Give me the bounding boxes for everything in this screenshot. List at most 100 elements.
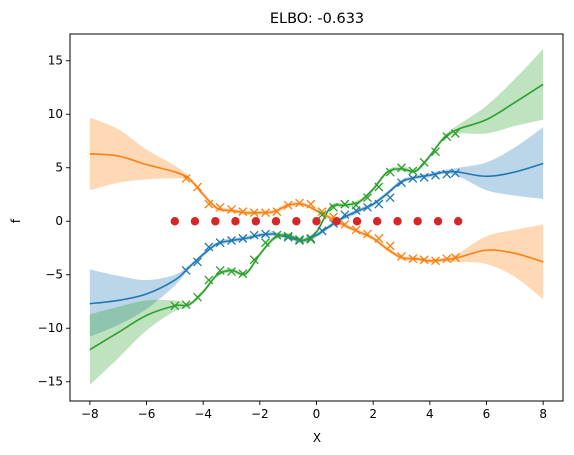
observation-green — [340, 199, 350, 209]
observation-orange — [351, 225, 361, 235]
observation-orange — [408, 254, 418, 264]
observation-green — [317, 210, 327, 220]
observation-orange — [249, 208, 259, 218]
observation-green — [385, 167, 395, 177]
observation-orange — [295, 198, 304, 208]
observation-green — [442, 132, 452, 142]
x-tick-label: −4 — [194, 407, 212, 421]
observation-green — [306, 234, 316, 244]
inducing-points — [170, 217, 463, 226]
observation-blue — [283, 232, 293, 242]
observation-green — [170, 301, 180, 311]
observation-blue — [408, 173, 418, 183]
inducing-point — [352, 217, 362, 226]
confidence-bands — [89, 48, 544, 385]
y-tick-label: 10 — [48, 107, 63, 121]
observation-green — [227, 267, 236, 276]
mean-lines — [89, 83, 544, 351]
observation-blue — [397, 178, 406, 188]
inducing-point — [332, 217, 341, 226]
band-blue — [89, 127, 544, 337]
observation-green — [363, 193, 372, 203]
observation-orange — [450, 253, 460, 263]
observation-blue — [442, 169, 452, 179]
inducing-point — [231, 217, 240, 226]
y-tick-label: 0 — [55, 214, 63, 228]
observation-green — [397, 163, 406, 173]
observation-orange — [181, 173, 191, 183]
observation-blue — [306, 233, 316, 243]
observation-green — [408, 166, 418, 176]
observation-orange — [340, 219, 350, 229]
observation-blue — [181, 266, 191, 275]
x-axis: −8 −6 −4 −2 0 2 4 6 8 — [81, 401, 547, 421]
observation-blue — [450, 168, 460, 178]
inducing-point — [413, 217, 422, 226]
x-tick-label: 0 — [313, 407, 321, 421]
observation-orange — [261, 208, 270, 218]
observation-green — [351, 200, 361, 210]
observation-blue — [431, 170, 440, 180]
observation-markers — [170, 129, 460, 311]
observation-green — [215, 266, 225, 275]
observation-blue — [385, 193, 395, 203]
observation-green — [283, 231, 293, 241]
observation-orange — [431, 256, 440, 266]
observation-orange — [238, 207, 248, 217]
inducing-point — [251, 217, 261, 226]
observation-orange — [317, 207, 327, 217]
observation-orange — [397, 252, 406, 262]
inducing-point — [372, 217, 382, 226]
observation-orange — [193, 182, 202, 192]
y-axis: −15 −10 −5 0 5 10 15 — [38, 54, 70, 389]
observation-blue — [204, 242, 214, 252]
mean-line-green — [89, 83, 544, 351]
observation-orange — [374, 233, 384, 243]
x-tick-label: 4 — [426, 407, 434, 421]
observation-orange — [204, 199, 214, 209]
x-tick-label: −6 — [138, 407, 156, 421]
x-axis-label: X — [313, 431, 321, 445]
observation-green — [374, 182, 384, 192]
observation-green — [329, 202, 338, 212]
y-tick-label: −5 — [45, 268, 63, 282]
inducing-point — [190, 217, 200, 226]
observation-orange — [442, 254, 452, 264]
y-tick-label: 5 — [55, 161, 63, 175]
observation-blue — [295, 236, 304, 245]
inducing-point — [393, 217, 402, 226]
inducing-point — [211, 217, 220, 226]
inducing-point — [433, 217, 443, 226]
observation-green — [419, 157, 429, 167]
y-tick-label: −10 — [38, 321, 63, 335]
observation-green — [431, 147, 440, 157]
observation-blue — [193, 257, 202, 267]
observation-orange — [283, 200, 293, 210]
observation-blue — [215, 238, 225, 248]
mean-line-blue — [89, 162, 544, 305]
observation-green — [295, 234, 304, 244]
x-tick-label: 2 — [369, 407, 377, 421]
observation-blue — [261, 229, 270, 239]
y-tick-label: −15 — [38, 375, 63, 389]
observation-green — [181, 300, 191, 310]
observation-orange — [227, 205, 236, 214]
observation-blue — [227, 236, 236, 245]
observation-orange — [419, 255, 429, 265]
observation-orange — [215, 202, 225, 212]
x-tick-label: 6 — [483, 407, 491, 421]
inducing-point — [271, 217, 281, 226]
y-axis-label: f — [9, 218, 23, 223]
y-tick-label: 15 — [48, 54, 63, 68]
observation-orange — [272, 207, 282, 217]
observation-green — [261, 238, 270, 248]
observation-orange — [306, 199, 316, 209]
chart-title: ELBO: -0.633 — [270, 11, 364, 27]
observation-green — [249, 255, 259, 265]
observation-green — [193, 292, 202, 302]
observation-blue — [419, 172, 429, 182]
x-tick-label: 8 — [539, 407, 547, 421]
inducing-point — [312, 217, 321, 226]
observation-blue — [363, 202, 372, 212]
